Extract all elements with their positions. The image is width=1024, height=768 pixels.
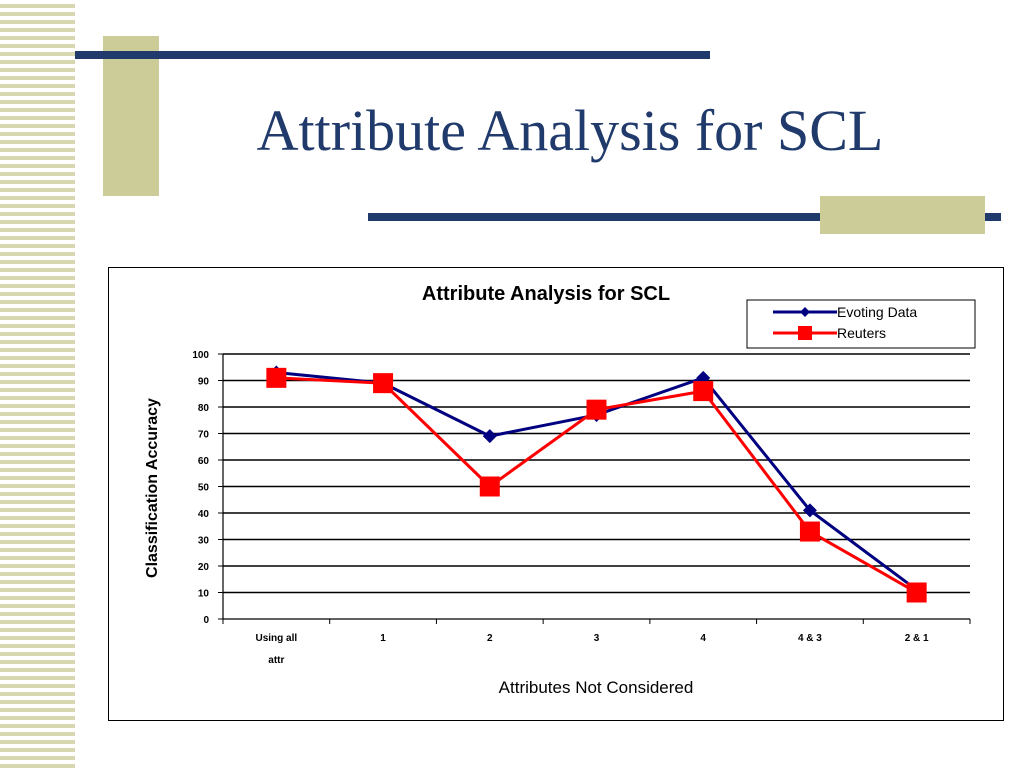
x-tick-label: 2 & 1 [905,633,929,644]
chart-frame: Attribute Analysis for SCL Attributes No… [108,267,1004,721]
x-tick-label: 2 [487,633,493,644]
accent-block-right [820,196,985,234]
x-axis-label: Attributes Not Considered [499,678,694,697]
line-chart: Attribute Analysis for SCL Attributes No… [144,283,976,697]
x-tick-label: 4 [700,633,706,644]
data-point [906,582,927,603]
data-point [479,476,500,497]
plot-area: 0 10 20 30 40 50 60 70 80 90 100 Using all attr 1 2 3 4 4… [192,350,971,666]
x-tick-label: Using all [256,633,298,644]
data-point [696,370,711,385]
striped-margin-decoration [0,0,75,768]
accent-block-left [103,36,159,196]
x-tick-label: 1 [380,633,386,644]
y-tick-label: 30 [198,536,210,547]
y-tick-label: 100 [192,350,209,361]
data-point [693,381,714,402]
y-tick-label: 80 [198,403,210,414]
y-tick-label: 90 [198,377,210,388]
data-point [799,521,820,542]
legend-marker [800,307,810,317]
x-tick-label: 4 & 3 [798,633,822,644]
legend-box [746,299,976,349]
slide-title: Attribute Analysis for SCL [256,98,884,163]
data-point [373,373,394,394]
data-point [482,429,497,444]
y-tick-label: 60 [198,456,210,467]
chart-title: Attribute Analysis for SCL [422,283,670,305]
legend: Evoting Data Reuters [746,299,976,349]
y-tick-label: 0 [203,615,209,626]
legend-label: Evoting Data [837,304,917,320]
y-axis-label: Classification Accuracy [144,398,161,578]
accent-line-middle [368,213,1001,221]
data-point [586,399,607,420]
y-tick-label: 10 [198,589,210,600]
y-tick-label: 70 [198,430,210,441]
legend-label: Reuters [837,325,886,341]
accent-line-top [75,51,710,59]
data-point [266,367,287,388]
y-tick-label: 20 [198,562,210,573]
y-tick-label: 40 [198,509,210,520]
legend-marker [798,326,812,340]
x-tick-label: 3 [594,633,600,644]
x-tick-label: attr [268,655,284,666]
data-point [802,503,817,518]
y-tick-label: 50 [198,483,210,494]
